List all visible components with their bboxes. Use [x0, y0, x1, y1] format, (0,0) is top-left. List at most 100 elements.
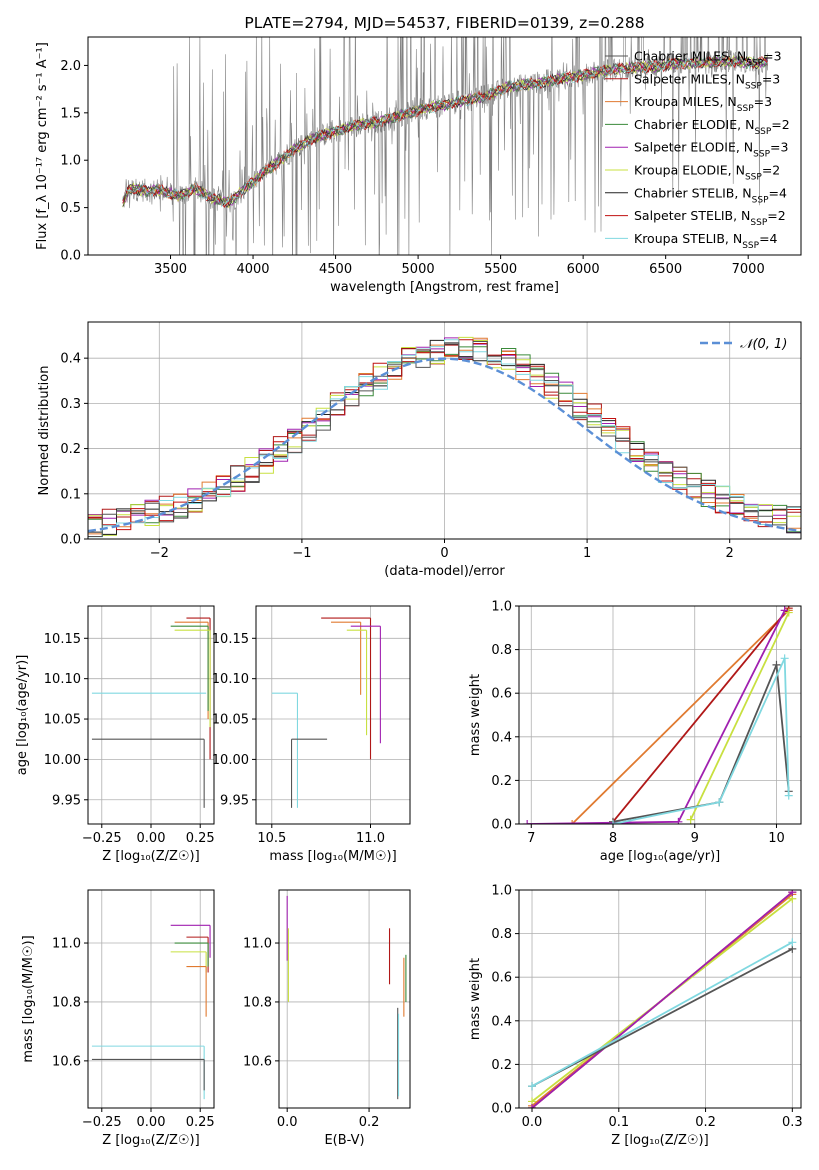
plot-area	[286, 895, 407, 1100]
mass-weight-series-lime	[689, 612, 790, 820]
chart-title: PLATE=2794, MJD=54537, FIBERID=0139, z=0…	[244, 14, 644, 32]
mass-weight-marker	[528, 1104, 537, 1108]
ticks: 7 8 9 10 0.0 0.2 0.4 0.6 0.8 1.0	[491, 600, 784, 847]
grid	[279, 890, 410, 1108]
spectrum-panel: 3500 4000 4500 5000 5500 6000 6500 7000 0.0 0.5 1.…	[35, 14, 802, 295]
ticks: 3500 4000 4500 5000 5500 6000 6500 7000 0.0 0.5 1.…	[60, 59, 764, 277]
y-tick-label: 0.6	[491, 971, 512, 986]
legend-entry: Salpeter ELODIE, NSSP=3	[634, 140, 788, 160]
y-tick-label: 0.2	[491, 774, 512, 789]
plot-area	[528, 890, 797, 1108]
x-axis-label: wavelength [Angstrom, rest frame]	[330, 280, 559, 295]
x-tick-label: 0.1	[608, 1115, 629, 1130]
y-tick-label: 10.05	[44, 713, 81, 728]
mass-weight-series-orange	[571, 609, 790, 824]
axes-frame	[255, 605, 411, 825]
x-tick-label: 0.25	[186, 831, 215, 846]
ticks: −0.25 0.00 0.25 10.6 10.8 11.0	[52, 937, 215, 1130]
normal-distribution-curve	[88, 357, 801, 533]
y-tick-label: 0.0	[491, 1102, 512, 1117]
y-tick-label: 10.05	[212, 713, 249, 728]
residual-histogram-crimson	[88, 339, 801, 531]
y-tick-label: 10.10	[212, 672, 249, 687]
residuals-panel: −2 −1 0 1 2 0.0 0.1 0.2 0.3 0.4 (data-model)/error…	[37, 321, 802, 579]
axes-frame	[87, 889, 215, 1109]
y-tick-label: 0.5	[60, 201, 81, 216]
x-tick-label: 1	[583, 546, 591, 561]
mass-weight-marker	[780, 606, 789, 615]
x-axis-label: (data-model)/error	[384, 564, 505, 579]
y-tick-label: 10.15	[212, 632, 249, 647]
y-tick-label: 11.0	[52, 937, 81, 952]
mass-weight-marker	[568, 820, 577, 824]
mass-weight-marker	[715, 798, 724, 807]
y-tick-label: 10.6	[243, 1054, 272, 1069]
mass-weight-series-cyan	[531, 941, 793, 1087]
mass-vs-extinction-panel: 0.0 0.2 10.6 10.8 11.0 E(B-V)	[243, 889, 411, 1148]
y-tick-label: 10.00	[212, 753, 249, 768]
y-tick-label: 10.8	[243, 995, 272, 1010]
mass-vs-metallicity-panel: −0.25 0.00 0.25 10.6 10.8 11.0 Z [log₁₀(Z/Z☉)]…	[21, 889, 215, 1148]
x-tick-label: 0.0	[277, 1115, 298, 1130]
x-axis-label: Z [log₁₀(Z/Z☉)]	[102, 849, 199, 864]
axes-frame	[278, 889, 411, 1109]
y-tick-label: 1.0	[491, 884, 512, 899]
plot-area	[271, 617, 381, 808]
y-tick-label: 10.15	[44, 632, 81, 647]
x-tick-label: 3500	[154, 262, 187, 277]
ticks: 0.0 0.1 0.2 0.3 0.0 0.2 0.4 0.6 0.8 1.0	[491, 884, 802, 1131]
x-tick-label: 6000	[567, 262, 600, 277]
y-tick-label: 10.6	[52, 1054, 81, 1069]
model-spectrum-cyan	[122, 54, 768, 208]
x-tick-label: 0.00	[137, 831, 166, 846]
x-tick-label: 7	[527, 831, 535, 846]
x-tick-label: 6500	[649, 262, 682, 277]
age-vs-mass-panel: 10.5 11.0 9.95 10.00 10.05 10.10 10.15 mass [lo…	[212, 605, 411, 864]
mass-weight-marker	[674, 817, 683, 824]
y-tick-label: 0.3	[60, 397, 81, 412]
x-tick-label: 0.3	[782, 1115, 803, 1130]
axes-frame	[87, 36, 802, 256]
y-tick-label: 0.4	[60, 352, 81, 367]
y-tick-label: 0.8	[491, 643, 512, 658]
x-tick-label: 9	[691, 831, 699, 846]
legend-entry: Kroupa STELIB, NSSP=4	[634, 231, 778, 251]
model-spectrum-crimson	[122, 55, 768, 208]
y-tick-label: 0.0	[60, 249, 81, 264]
legend-entry: Kroupa MILES, NSSP=3	[634, 94, 772, 114]
axes-frame	[518, 889, 802, 1109]
y-tick-label: 0.4	[491, 730, 512, 745]
mass-weight-marker	[609, 820, 617, 824]
axes-frame	[518, 605, 802, 825]
grid	[88, 606, 214, 824]
x-tick-label: 10	[768, 831, 785, 846]
y-tick-label: 0.0	[60, 533, 81, 548]
legend-entry: Chabrier STELIB, NSSP=4	[634, 185, 787, 205]
x-axis-label: age [log₁₀(age/yr)]	[600, 849, 721, 864]
y-tick-label: 9.95	[52, 793, 81, 808]
x-axis-label: Z [log₁₀(Z/Z☉)]	[611, 1133, 708, 1148]
x-axis-label: Z [log₁₀(Z/Z☉)]	[102, 1133, 199, 1148]
mass-weight-series-purple	[531, 891, 793, 1108]
mass-weight-marker	[780, 654, 789, 663]
y-tick-label: 0.6	[491, 687, 512, 702]
legend-entry: Salpeter MILES, NSSP=3	[634, 71, 780, 91]
y-axis-label: Flux [f_λ 10⁻¹⁷ erg cm⁻² s⁻¹ A⁻¹]	[35, 42, 50, 250]
x-tick-label: −0.25	[82, 831, 122, 846]
legend-entry: Salpeter STELIB, NSSP=2	[634, 208, 786, 228]
x-tick-label: 7000	[732, 262, 765, 277]
y-tick-label: 10.10	[44, 672, 81, 687]
plot-area	[88, 336, 801, 538]
x-tick-label: 5500	[484, 262, 517, 277]
y-axis-label: mass weight	[468, 674, 483, 756]
y-axis-label: mass weight	[468, 958, 483, 1040]
x-tick-label: −0.25	[82, 1115, 122, 1130]
mass-weight-series-cyan	[612, 657, 790, 824]
mass-weight-marker	[788, 938, 797, 947]
grid	[88, 890, 214, 1108]
y-tick-label: 0.4	[491, 1014, 512, 1029]
legend-entry: Chabrier ELODIE, NSSP=2	[634, 117, 790, 137]
x-tick-label: −2	[150, 546, 169, 561]
